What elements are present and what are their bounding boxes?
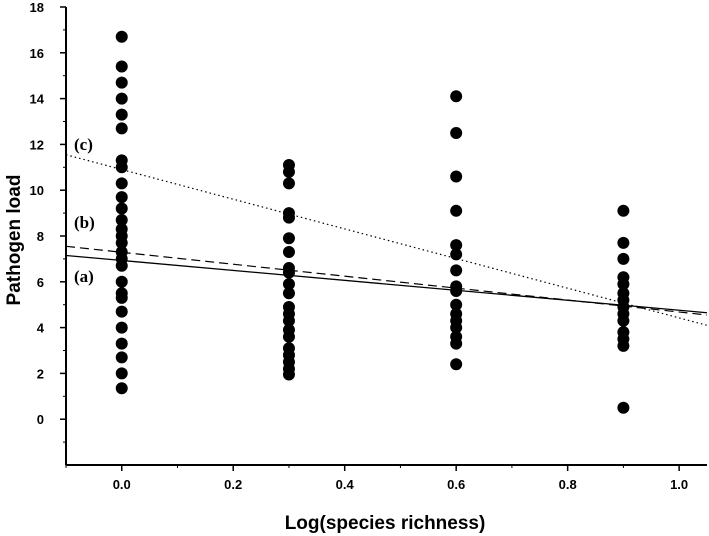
y-axis-title: Pathogen load bbox=[4, 175, 25, 306]
data-point bbox=[115, 382, 128, 395]
fit-lines bbox=[65, 154, 708, 326]
data-point bbox=[115, 213, 128, 226]
data-point bbox=[450, 264, 463, 277]
y-tick-label: 4 bbox=[37, 321, 45, 336]
data-point bbox=[115, 259, 128, 272]
data-point bbox=[617, 252, 630, 265]
y-tick-label: 2 bbox=[37, 366, 44, 381]
data-point bbox=[282, 278, 295, 291]
data-point bbox=[450, 248, 463, 261]
x-ticks: 0.0 0.2 0.4 0.6 0.8 1.0 bbox=[65, 465, 688, 492]
data-point bbox=[282, 266, 295, 279]
data-point bbox=[617, 401, 630, 414]
data-point bbox=[115, 161, 128, 174]
data-point bbox=[282, 165, 295, 178]
data-point bbox=[450, 126, 463, 139]
data-point bbox=[115, 177, 128, 190]
x-tick-label: 0.2 bbox=[224, 477, 242, 492]
data-points bbox=[115, 30, 630, 414]
data-point bbox=[115, 76, 128, 89]
data-point bbox=[282, 330, 295, 343]
data-point bbox=[115, 275, 128, 288]
x-tick-label: 0.8 bbox=[559, 477, 577, 492]
data-point bbox=[115, 351, 128, 364]
y-tick-label: 10 bbox=[30, 183, 44, 198]
data-point bbox=[450, 337, 463, 350]
line-labels: (a) (b) (c) bbox=[74, 135, 95, 286]
data-point bbox=[115, 305, 128, 318]
data-point bbox=[450, 170, 463, 183]
y-tick-label: 14 bbox=[30, 92, 45, 107]
data-point bbox=[450, 358, 463, 371]
data-point bbox=[617, 278, 630, 291]
data-point bbox=[282, 211, 295, 224]
x-axis-title: Log(species richness) bbox=[285, 513, 486, 534]
data-point bbox=[115, 236, 128, 249]
line-label: (b) bbox=[74, 213, 95, 232]
data-point bbox=[617, 236, 630, 249]
y-tick-label: 12 bbox=[30, 137, 44, 152]
data-point bbox=[282, 287, 295, 300]
y-ticks: 0 2 4 6 8 10 12 14 16 18 bbox=[30, 0, 66, 443]
data-point bbox=[115, 60, 128, 73]
data-point bbox=[450, 298, 463, 311]
data-point bbox=[282, 232, 295, 245]
data-point bbox=[115, 191, 128, 204]
data-point bbox=[450, 321, 463, 334]
data-point bbox=[115, 202, 128, 215]
x-tick-label: 0.0 bbox=[113, 477, 131, 492]
data-point bbox=[282, 177, 295, 190]
data-point bbox=[450, 284, 463, 297]
line-label: (a) bbox=[74, 267, 94, 286]
line-label: (c) bbox=[74, 135, 93, 154]
data-point bbox=[115, 92, 128, 105]
fit-line-dashed bbox=[65, 245, 708, 316]
y-tick-label: 6 bbox=[37, 275, 44, 290]
x-tick-label: 1.0 bbox=[670, 477, 688, 492]
data-point bbox=[450, 204, 463, 217]
data-point bbox=[115, 30, 128, 43]
data-point bbox=[617, 204, 630, 217]
data-point bbox=[115, 337, 128, 350]
data-point bbox=[115, 321, 128, 334]
data-point bbox=[115, 122, 128, 135]
x-tick-label: 0.4 bbox=[336, 477, 355, 492]
data-point bbox=[115, 367, 128, 380]
x-tick-label: 0.6 bbox=[447, 477, 465, 492]
data-point bbox=[282, 246, 295, 259]
fit-line-dotted bbox=[65, 154, 708, 326]
data-point bbox=[115, 291, 128, 304]
y-tick-label: 8 bbox=[37, 229, 44, 244]
data-point bbox=[282, 368, 295, 381]
y-tick-label: 16 bbox=[30, 46, 44, 61]
axes bbox=[65, 7, 707, 466]
data-point bbox=[450, 90, 463, 103]
y-tick-label: 0 bbox=[37, 412, 44, 427]
data-point bbox=[617, 314, 630, 327]
data-point bbox=[115, 108, 128, 121]
data-point bbox=[617, 339, 630, 352]
y-tick-label: 18 bbox=[30, 0, 44, 15]
data-point bbox=[450, 239, 463, 252]
data-point bbox=[282, 314, 295, 327]
